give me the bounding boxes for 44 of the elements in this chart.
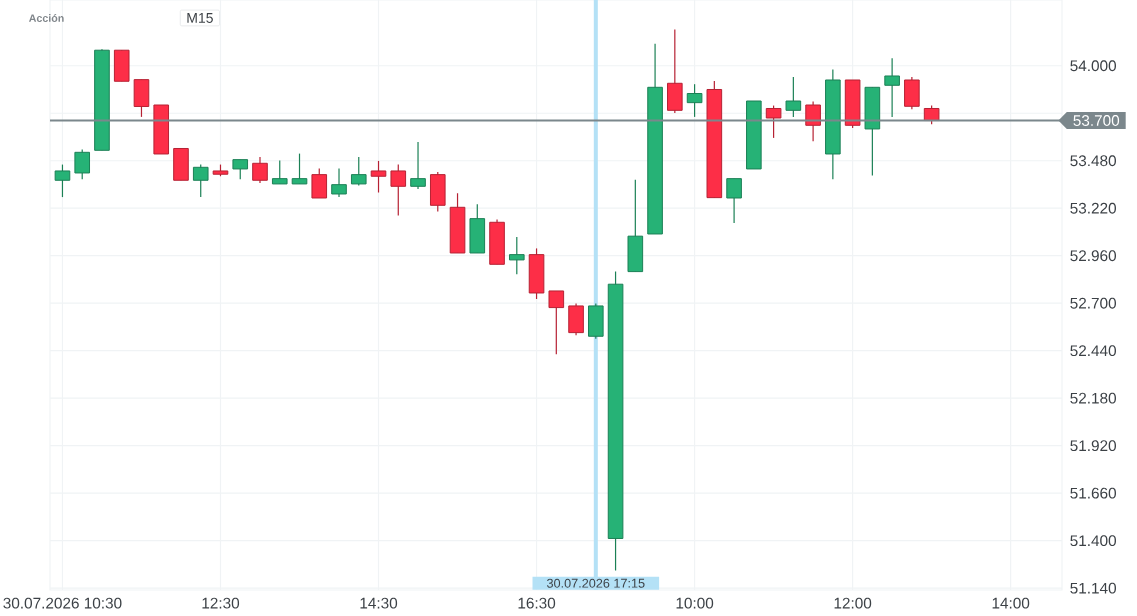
candlestick <box>923 104 940 125</box>
text: Acción <box>28 14 64 22</box>
candlestick <box>686 83 703 118</box>
x-tick-label: 30.07.2026 17:15 <box>546 578 645 588</box>
x-tick-label: 10:00 <box>676 597 714 609</box>
y-tick-label: 52.180 <box>1070 392 1117 404</box>
candlestick <box>370 160 387 194</box>
candlestick <box>54 163 71 198</box>
x-tick-label: 12:00 <box>834 597 872 609</box>
y-tick-label: 51.660 <box>1070 487 1117 499</box>
candlestick <box>291 153 308 185</box>
y-tick-label: 51.920 <box>1070 440 1117 452</box>
candlestick <box>765 104 782 139</box>
y-tick-label: 52.440 <box>1070 345 1117 357</box>
y-tick-label: 52.700 <box>1070 297 1117 309</box>
candlestick <box>884 57 900 118</box>
x-tick-label: 12:30 <box>202 597 240 609</box>
candlestick <box>252 156 268 184</box>
candlestick <box>805 100 821 142</box>
x-tick-label: 30.07.2026 10:30 <box>3 597 122 609</box>
x-tick-label: 14:00 <box>992 597 1030 609</box>
x-tick-label: 16:30 <box>518 597 556 609</box>
candlestick <box>232 159 249 180</box>
y-tick-label: 51.400 <box>1070 535 1117 547</box>
y-tick-label: 52.960 <box>1070 250 1117 262</box>
candlestick <box>785 76 802 118</box>
candlestick <box>350 156 367 187</box>
x-tick-label: 14:30 <box>360 597 398 609</box>
candlestick <box>726 178 742 224</box>
y-tick-label: 54.000 <box>1070 60 1117 72</box>
candlestick <box>390 163 407 217</box>
y-tick-label: 51.140 <box>1070 582 1117 594</box>
y-tick-label: 53.220 <box>1070 202 1117 214</box>
candlestick <box>271 159 288 185</box>
ref-line-label: 53.700 <box>1073 115 1120 126</box>
annotation: M15 <box>187 13 213 23</box>
candlestick <box>331 167 347 198</box>
candlestick <box>548 290 565 355</box>
y-tick-label: 53.480 <box>1070 155 1117 167</box>
candlestick <box>508 236 525 275</box>
candlestick <box>192 163 209 198</box>
candlestick <box>410 141 426 190</box>
candlestick <box>311 167 328 199</box>
candlestick <box>74 148 91 180</box>
